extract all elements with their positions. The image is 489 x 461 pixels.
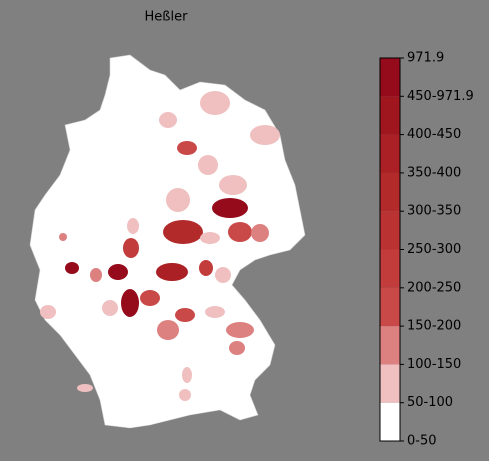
colorbar-segment bbox=[380, 402, 400, 441]
region bbox=[90, 268, 102, 282]
colorbar-segment bbox=[380, 96, 400, 135]
region bbox=[215, 267, 231, 283]
region bbox=[59, 233, 67, 241]
colorbar-label: 400-450 bbox=[407, 127, 461, 142]
region bbox=[226, 322, 254, 338]
colorbar-label: 971.9 bbox=[407, 51, 444, 66]
colorbar-segment bbox=[380, 58, 400, 97]
region bbox=[102, 300, 118, 316]
colorbar-segment bbox=[380, 211, 400, 250]
colorbar-segment bbox=[380, 364, 400, 403]
colorbar-segment bbox=[380, 287, 400, 327]
region bbox=[182, 367, 192, 383]
colorbar-label: 100-150 bbox=[407, 357, 461, 372]
colorbar-label: 450-971.9 bbox=[407, 89, 474, 104]
region bbox=[127, 218, 139, 234]
region bbox=[219, 175, 247, 195]
region bbox=[177, 141, 197, 155]
region bbox=[65, 262, 79, 274]
germany-map bbox=[29, 54, 306, 429]
region bbox=[123, 238, 139, 258]
region bbox=[250, 125, 280, 145]
region bbox=[200, 232, 220, 244]
region bbox=[163, 220, 203, 244]
map-title: Heßler bbox=[145, 10, 189, 25]
colorbar-label: 0-50 bbox=[407, 434, 437, 449]
region bbox=[179, 389, 191, 401]
region bbox=[121, 289, 139, 317]
region bbox=[200, 91, 230, 115]
colorbar-segment bbox=[380, 172, 400, 212]
region bbox=[157, 320, 179, 340]
colorbar-label: 200-250 bbox=[407, 280, 461, 295]
region bbox=[198, 155, 218, 175]
region bbox=[212, 198, 248, 218]
region bbox=[156, 263, 188, 281]
region bbox=[229, 341, 245, 355]
region bbox=[159, 112, 177, 128]
colorbar-label: 300-350 bbox=[407, 204, 461, 219]
region bbox=[140, 290, 160, 306]
colorbar-segment bbox=[380, 134, 400, 173]
region bbox=[108, 264, 128, 280]
colorbar-label: 50-100 bbox=[407, 395, 453, 410]
colorbar: 0-50 50-100 100-150 150-200 200-250 250-300 30… bbox=[379, 51, 474, 449]
region bbox=[77, 384, 93, 392]
colorbar-label: 250-300 bbox=[407, 242, 461, 257]
region bbox=[205, 306, 225, 318]
region bbox=[175, 308, 195, 322]
colorbar-segment bbox=[380, 326, 400, 365]
region bbox=[228, 222, 252, 242]
region bbox=[166, 188, 190, 212]
region bbox=[199, 260, 213, 276]
region bbox=[251, 224, 269, 242]
colorbar-label: 150-200 bbox=[407, 319, 461, 334]
colorbar-segment bbox=[380, 249, 400, 288]
region bbox=[40, 305, 56, 319]
colorbar-label: 350-400 bbox=[407, 165, 461, 180]
